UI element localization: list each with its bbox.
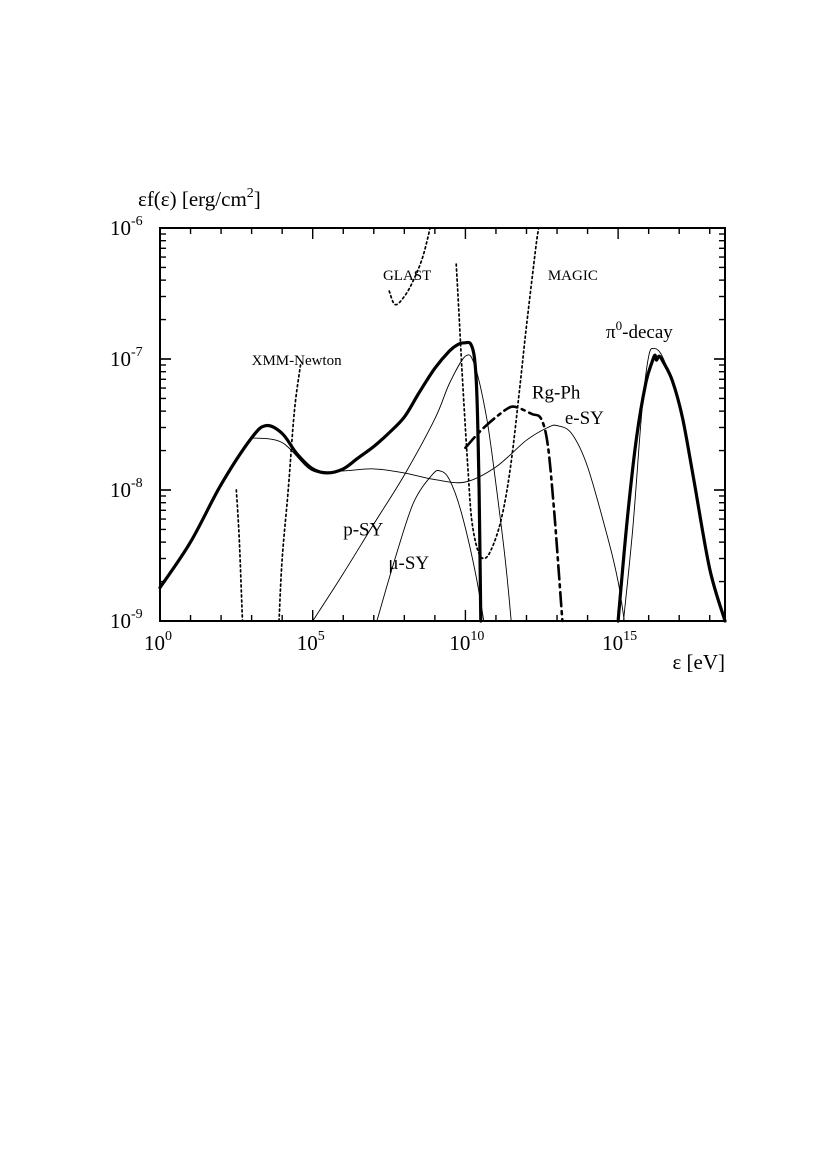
x-tick-label-base: 10 bbox=[602, 631, 623, 655]
annotation-e-sy: e-SY bbox=[565, 408, 604, 429]
pi0-superscript: 0 bbox=[616, 318, 623, 333]
series-layer bbox=[158, 227, 727, 623]
x-tick-label: 100 bbox=[144, 629, 172, 655]
y-tick-label: 10-8 bbox=[110, 476, 143, 502]
x-tick-label: 1010 bbox=[449, 629, 484, 655]
y-tick-label-base: 10 bbox=[110, 478, 131, 502]
x-tick-label-base: 10 bbox=[144, 631, 165, 655]
plot-frame bbox=[159, 227, 726, 622]
series-curve-10 bbox=[455, 227, 540, 560]
series-e-sy bbox=[251, 424, 625, 622]
pi0-symbol: π bbox=[606, 322, 616, 343]
annotation-p-sy: p-SY bbox=[343, 519, 383, 540]
y-axis-label-sup: 2 bbox=[247, 186, 254, 201]
y-tick-label-base: 10 bbox=[110, 347, 131, 371]
annotation-layer: GLAST MAGIC XMM-Newton Rg-Ph e-SY p-SYμ-SY bbox=[252, 268, 605, 574]
series-p-sy bbox=[312, 354, 512, 622]
y-axis-label-end: ] bbox=[254, 187, 261, 211]
x-tick-label-base: 10 bbox=[449, 631, 470, 655]
x-tick-label-exp: 5 bbox=[318, 629, 325, 644]
y-axis-label-main: εf(ε) [erg/cm bbox=[138, 187, 247, 211]
series-xmm-newton bbox=[235, 489, 244, 622]
y-tick-label-exp: -6 bbox=[131, 214, 143, 229]
annotation-xmm-newton: XMM-Newton bbox=[252, 353, 342, 369]
y-tick-label: 10-6 bbox=[110, 214, 143, 240]
annotation--sy: μ-SY bbox=[388, 553, 429, 574]
series-rg-ph bbox=[464, 405, 564, 623]
y-tick-label-exp: -8 bbox=[131, 476, 143, 491]
y-tick-label: 10-7 bbox=[110, 345, 143, 371]
series--0-decay bbox=[623, 348, 726, 622]
annotation-magic: MAGIC bbox=[548, 268, 598, 284]
x-tick-label: 105 bbox=[297, 629, 325, 655]
x-tick-label-base: 10 bbox=[297, 631, 318, 655]
x-tick-label-exp: 0 bbox=[165, 629, 172, 644]
pi0-decay-label: π0-decay bbox=[606, 318, 673, 343]
series-curve-1 bbox=[616, 353, 727, 623]
annotation-glast: GLAST bbox=[383, 268, 431, 284]
y-tick-label: 10-9 bbox=[110, 607, 143, 633]
x-tick-label-exp: 15 bbox=[623, 629, 637, 644]
series-total bbox=[158, 340, 483, 623]
y-tick-label-exp: -9 bbox=[131, 607, 143, 622]
x-tick-label: 1015 bbox=[602, 629, 637, 655]
annotation-rg-ph: Rg-Ph bbox=[532, 382, 581, 403]
series-curve-8 bbox=[278, 364, 302, 622]
series-glast bbox=[388, 227, 431, 306]
pi0-decay-text: -decay bbox=[622, 322, 673, 343]
y-tick-label-base: 10 bbox=[110, 216, 131, 240]
x-axis-label: ε [eV] bbox=[672, 650, 725, 674]
series--sy bbox=[376, 470, 485, 622]
y-tick-label-exp: -7 bbox=[131, 345, 143, 360]
y-tick-label-base: 10 bbox=[110, 609, 131, 633]
axis-ticks bbox=[159, 227, 725, 622]
y-axis-label: εf(ε) [erg/cm2] bbox=[138, 186, 261, 211]
x-tick-label-exp: 10 bbox=[470, 629, 484, 644]
